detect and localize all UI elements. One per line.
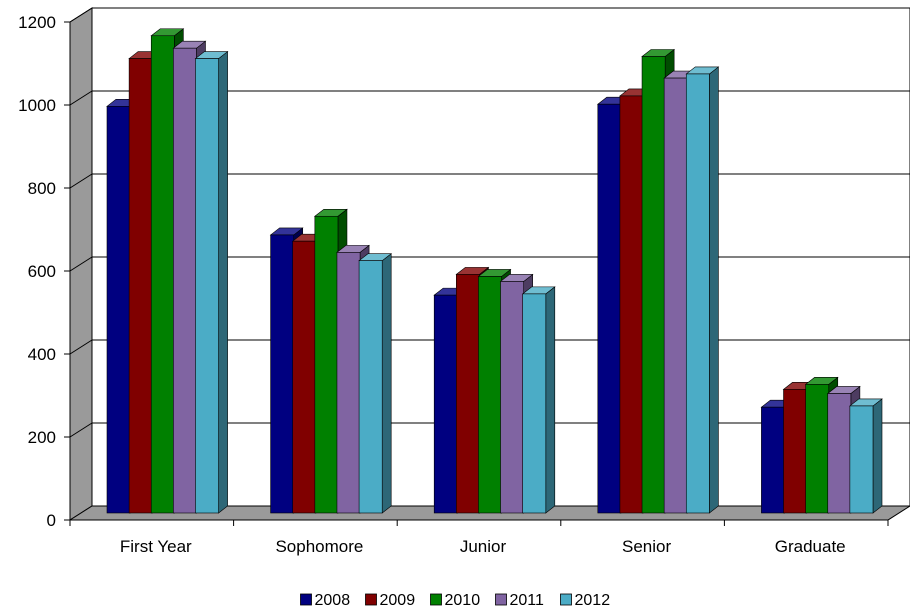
- legend-entry: 2008: [300, 592, 351, 609]
- legend-label: 2011: [510, 592, 545, 609]
- y-tick-label: 200: [28, 428, 56, 447]
- bar-front: [195, 58, 219, 514]
- category-label: Sophomore: [275, 537, 363, 556]
- bar-front: [478, 276, 502, 514]
- bar-front: [619, 95, 644, 514]
- legend: 2008 2009 2010 2011 2012: [300, 592, 611, 609]
- y-tick-label: 600: [28, 262, 56, 281]
- y-tick-label: 0: [47, 511, 56, 530]
- bar: [194, 50, 229, 514]
- side-gridline: [69, 256, 93, 272]
- bar-front: [358, 260, 383, 514]
- legend-label: 2012: [575, 592, 611, 609]
- side-gridline: [69, 339, 93, 355]
- bar-front: [761, 406, 785, 514]
- bar-front: [150, 35, 175, 514]
- y-tick-label: 400: [28, 345, 56, 364]
- category-label: Graduate: [775, 537, 846, 556]
- bar-front: [173, 47, 197, 514]
- bar-front: [663, 77, 688, 514]
- bar-front: [805, 384, 830, 514]
- legend-swatch: [300, 593, 312, 606]
- bar-front: [314, 215, 339, 514]
- legend-label: 2008: [315, 592, 351, 609]
- legend-swatch: [430, 593, 442, 606]
- y-tick-label: 1000: [18, 96, 56, 115]
- bar-front: [827, 393, 852, 514]
- bar-side: [872, 398, 883, 514]
- category-label: Junior: [460, 537, 507, 556]
- bar-front: [336, 252, 361, 514]
- side-gridline: [69, 422, 93, 438]
- bar-front: [270, 234, 295, 514]
- bar-front: [522, 293, 547, 514]
- legend-swatch: [495, 593, 507, 606]
- side-gridline: [69, 7, 93, 23]
- legend-entry: 2012: [560, 592, 611, 609]
- y-tick-label: 800: [28, 179, 56, 198]
- bar: [521, 286, 556, 514]
- bar-front: [849, 405, 874, 514]
- bar-front: [292, 240, 317, 514]
- bar-front: [685, 73, 710, 514]
- legend-swatch: [560, 593, 572, 606]
- legend-swatch: [365, 593, 377, 606]
- category-labels: First Year Sophomore Junior Senior Graduate: [120, 537, 846, 556]
- legend-entry: 2009: [365, 592, 416, 609]
- bar-front: [433, 294, 458, 514]
- bar-front: [456, 274, 480, 514]
- side-gridline: [69, 90, 93, 106]
- legend-label: 2009: [380, 592, 416, 609]
- category-label: First Year: [120, 537, 192, 556]
- side-gridline: [69, 173, 93, 189]
- legend-entry: 2011: [495, 592, 545, 609]
- bar-front: [597, 103, 622, 514]
- category-label: Senior: [622, 537, 671, 556]
- axes: [64, 21, 889, 526]
- bar-front: [641, 56, 666, 514]
- legend-label: 2010: [445, 592, 481, 609]
- y-tick-label: 1200: [18, 13, 56, 32]
- bar-side: [545, 286, 556, 514]
- bar-side: [381, 253, 392, 514]
- bar: [849, 398, 883, 514]
- y-tick-labels: 0 200 400 600 800 1000 1200: [18, 13, 56, 530]
- bar-side: [218, 50, 228, 514]
- legend-entry: 2010: [430, 592, 481, 609]
- bar-front: [128, 58, 153, 514]
- bar: [358, 253, 393, 514]
- bar-front: [783, 389, 807, 514]
- bar-front: [500, 281, 524, 514]
- bar-front: [106, 106, 131, 514]
- bar: [685, 66, 720, 514]
- bars: [106, 28, 883, 514]
- bar-side: [709, 66, 719, 514]
